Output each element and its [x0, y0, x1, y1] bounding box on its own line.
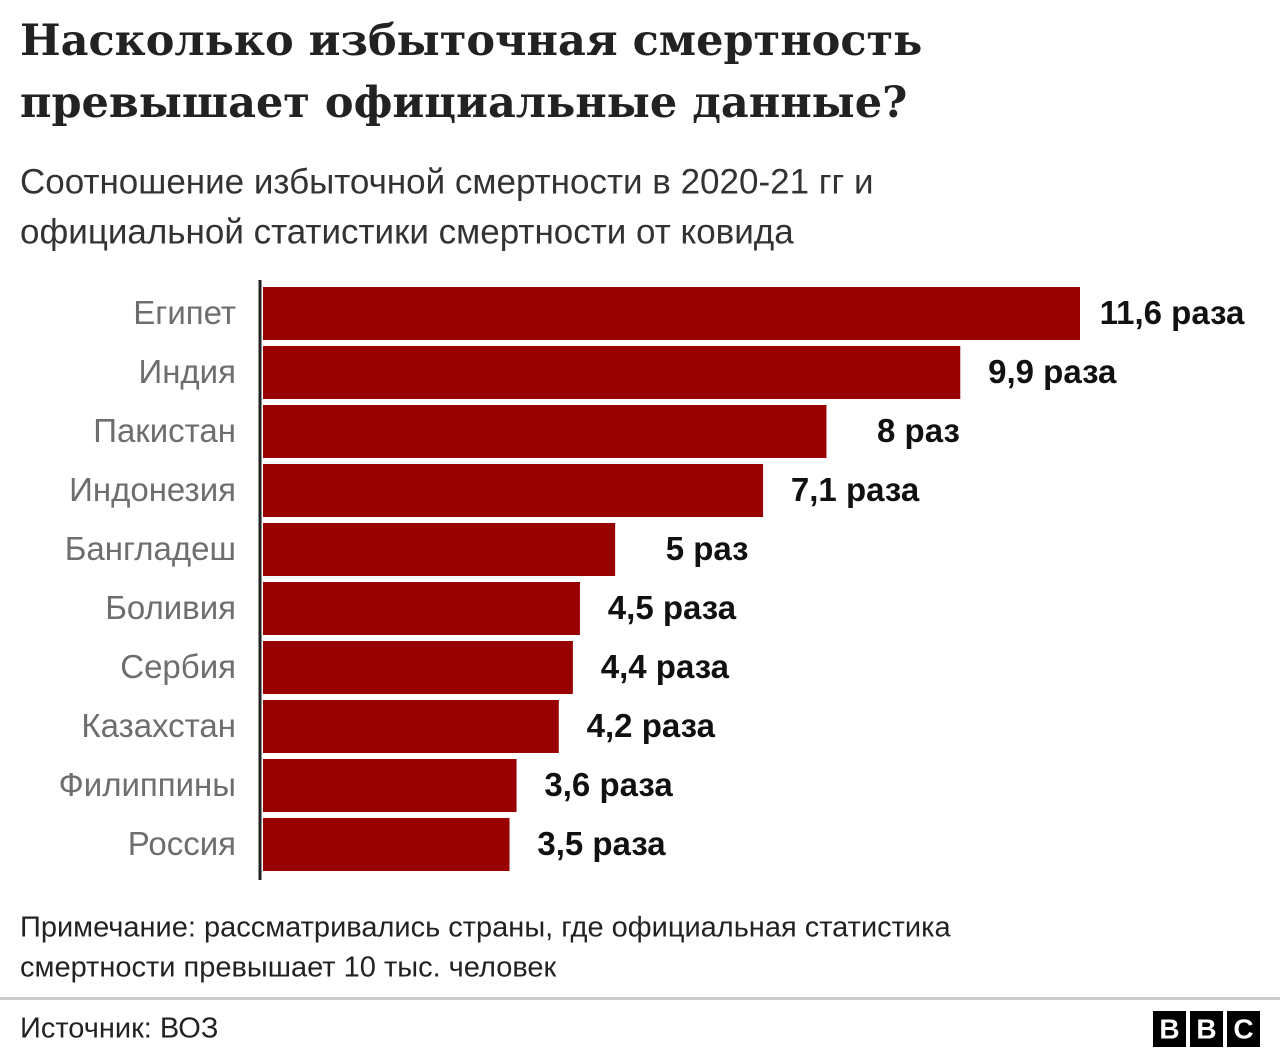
bar: [263, 700, 559, 753]
chart-subtitle: официальной статистики смертности от ков…: [20, 212, 794, 251]
value-label: 3,5 раза: [537, 825, 666, 862]
y-tick-label: Казахстан: [81, 707, 236, 744]
bar: [263, 759, 517, 812]
bar: [263, 523, 616, 576]
source: Источник: ВОЗ: [20, 1013, 218, 1045]
logo-letter: C: [1233, 1013, 1253, 1044]
bar: [263, 287, 1080, 340]
y-tick-label: Индия: [138, 353, 236, 390]
bar: [263, 582, 580, 635]
y-tick-label: Филиппины: [59, 766, 236, 803]
note: смертности превышает 10 тыс. человек: [20, 952, 557, 984]
chart-subtitle: Соотношение избыточной смертности в 2020…: [20, 162, 874, 201]
logo-block: [1190, 1011, 1223, 1047]
bar: [263, 818, 510, 871]
value-label: 4,2 раза: [587, 707, 716, 744]
y-tick-label: Египет: [133, 294, 236, 331]
divider: [0, 997, 1280, 1000]
logo-block: [1227, 1011, 1260, 1047]
chart-title: Насколько избыточная смертность: [20, 16, 922, 66]
y-tick-label: Пакистан: [93, 412, 236, 449]
note: Примечание: рассматривались страны, где …: [20, 912, 951, 944]
value-label: 4,5 раза: [608, 589, 737, 626]
chart-title: превышает официальные данные?: [20, 78, 907, 128]
y-tick-label: Бангладеш: [65, 530, 236, 567]
y-tick-label: Сербия: [120, 648, 236, 685]
y-tick-label: Боливия: [105, 589, 236, 626]
logo-letter: B: [1159, 1013, 1179, 1044]
value-label: 3,6 раза: [544, 766, 673, 803]
value-label: 8 раз: [877, 412, 960, 449]
bar: [263, 464, 764, 517]
bar: [263, 405, 827, 458]
value-label: 4,4 раза: [601, 648, 730, 685]
logo-block: [1153, 1011, 1186, 1047]
value-label: 11,6 раза: [1100, 294, 1245, 331]
logo-letter: B: [1196, 1013, 1216, 1044]
value-label: 9,9 раза: [988, 353, 1117, 390]
y-tick-label: Россия: [128, 825, 236, 862]
bar: [263, 641, 573, 694]
bar: [263, 346, 961, 399]
value-label: 5 раз: [666, 530, 749, 567]
y-tick-label: Индонезия: [69, 471, 236, 508]
value-label: 7,1 раза: [791, 471, 920, 508]
